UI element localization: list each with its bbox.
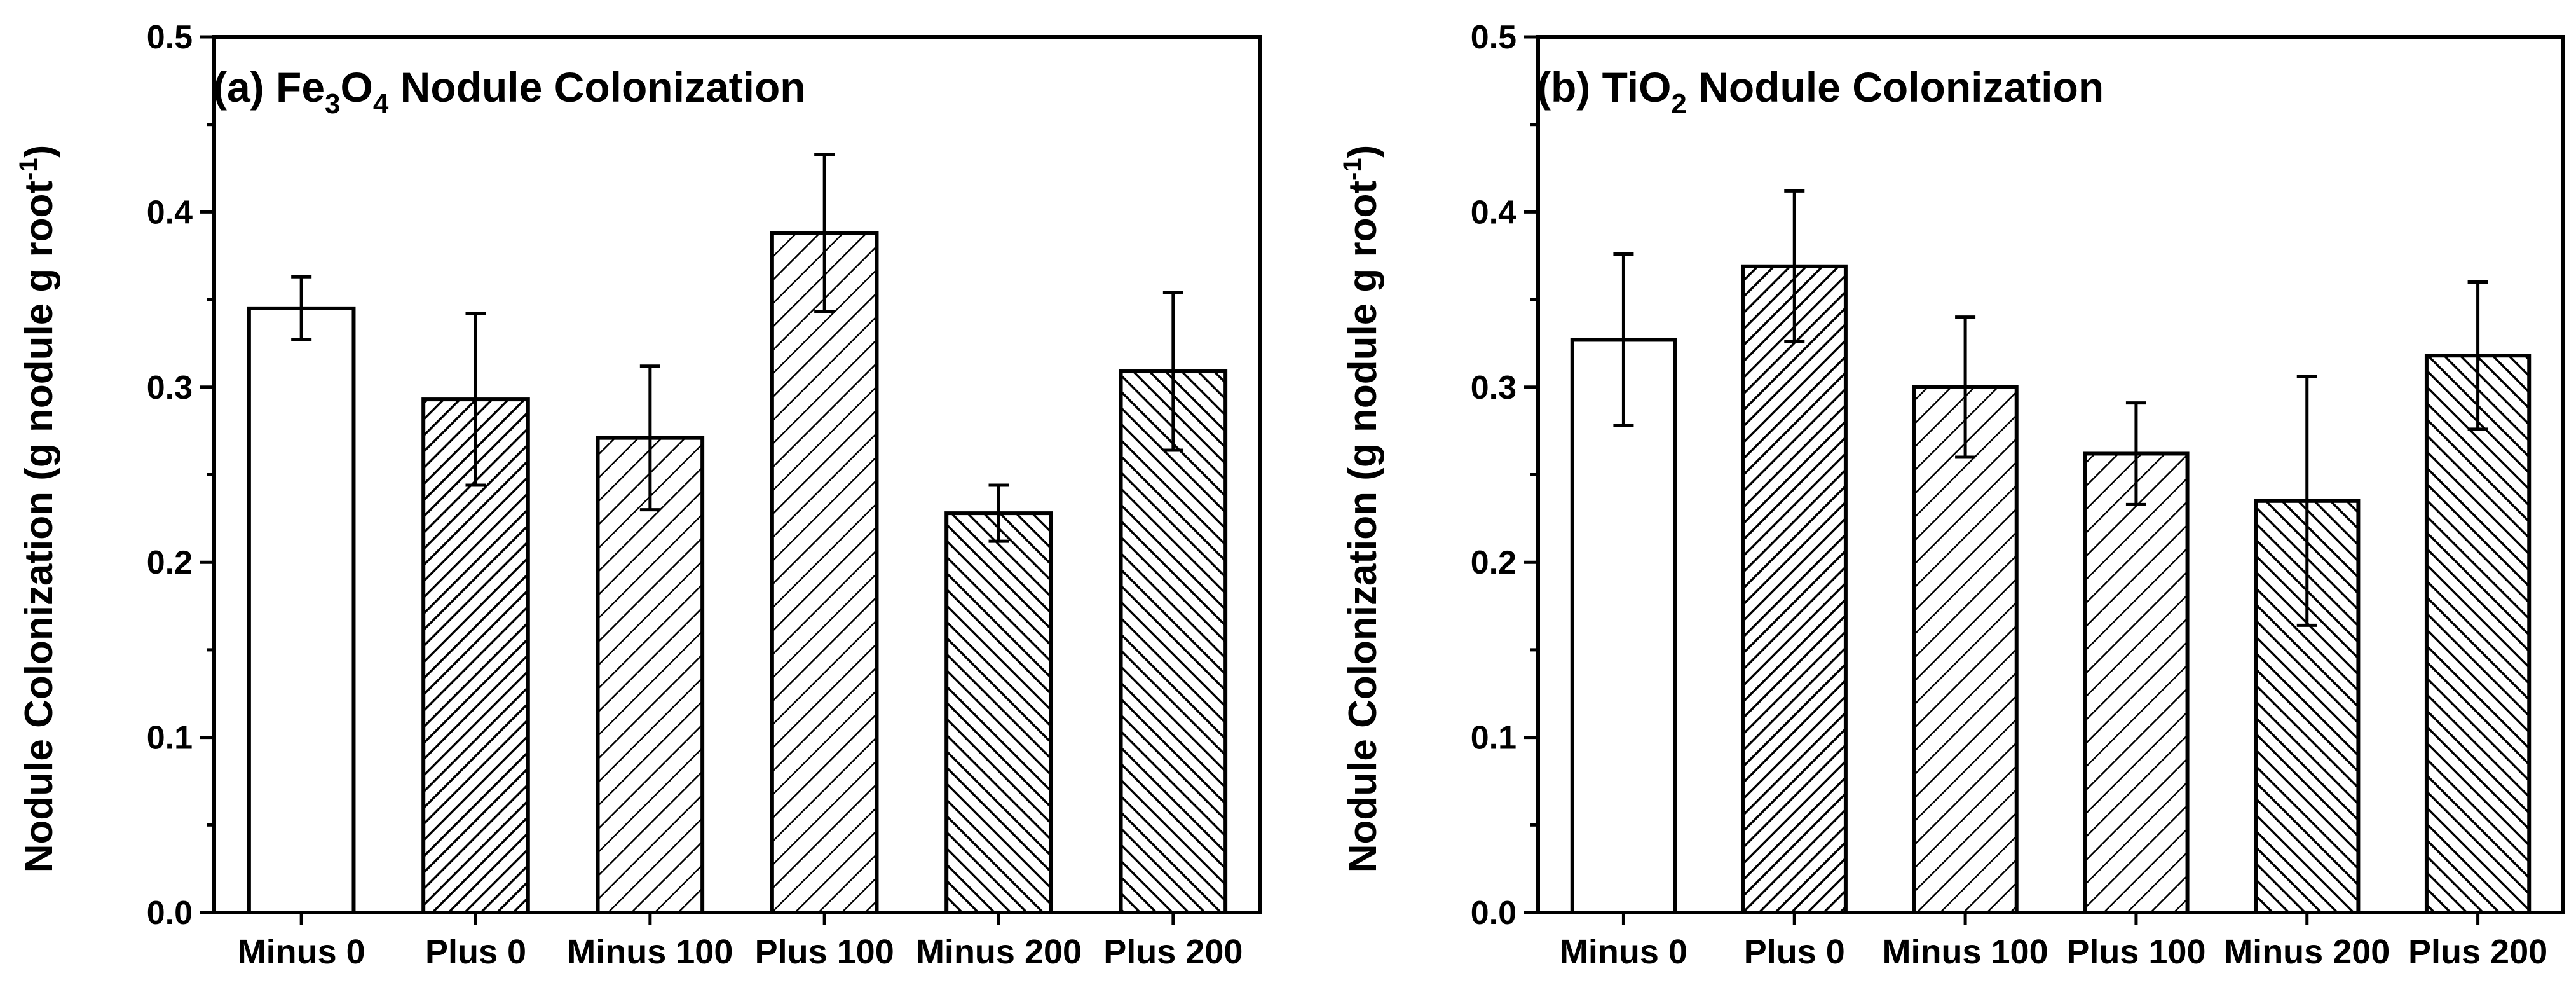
plot-marks: 0.0 0.1 0.2 0.3 0.4 0.5 Minus 0 Plus 0 Minus 100… <box>1471 19 2565 971</box>
y-tick-label: 0.0 <box>1471 895 1516 932</box>
x-tick-label: Minus 200 <box>916 933 1082 971</box>
chart-title: (a) Fe3O4 Nodule Colonization <box>213 64 806 120</box>
plot-frame <box>212 35 1262 914</box>
y-axis-label: Nodule Colonization (g nodule g root-1) <box>15 145 61 873</box>
y-tick-label: 0.0 <box>147 895 193 932</box>
x-tick-label: Plus 0 <box>1744 933 1845 971</box>
bar <box>2083 451 2190 914</box>
x-tick-label: Plus 200 <box>2408 933 2547 971</box>
bar <box>1119 369 1228 914</box>
y-tick-label: 0.5 <box>1471 19 1516 56</box>
bar <box>770 231 879 914</box>
y-tick-label: 0.1 <box>1471 720 1516 757</box>
plot-marks: 0.0 0.1 0.2 0.3 0.4 0.5 Minus 0 Plus 0 Minus 100… <box>147 19 1262 971</box>
x-tick-label: Plus 0 <box>425 933 526 971</box>
bar <box>1570 338 1677 914</box>
x-tick-label: Minus 100 <box>567 933 733 971</box>
bar <box>1912 385 2019 914</box>
y-tick-label: 0.5 <box>147 19 193 56</box>
x-tick-label: Minus 200 <box>2224 933 2390 971</box>
y-tick-label: 0.2 <box>147 544 193 581</box>
y-tick-label: 0.2 <box>1471 544 1516 581</box>
x-tick-label: Plus 100 <box>755 933 894 971</box>
plot-frame <box>1536 35 2565 914</box>
chart-title: (b) TiO2 Nodule Colonization <box>1537 64 2104 120</box>
y-axis-label: Nodule Colonization (g nodule g root-1) <box>1339 145 1385 873</box>
bar <box>2424 354 2532 914</box>
bar <box>1741 264 1848 914</box>
y-tick-label: 0.4 <box>147 194 193 231</box>
y-tick-label: 0.4 <box>1471 194 1516 231</box>
bar <box>596 436 705 914</box>
panel-b: Nodule Colonization (g nodule g root-1) … <box>1339 19 2565 971</box>
y-tick-label: 0.3 <box>147 369 193 406</box>
x-tick-label: Minus 100 <box>1883 933 2048 971</box>
x-tick-label: Plus 100 <box>2066 933 2205 971</box>
y-tick-label: 0.1 <box>147 720 193 757</box>
x-tick-label: Minus 0 <box>238 933 365 971</box>
panel-a: Nodule Colonization (g nodule g root-1) … <box>15 19 1262 971</box>
x-tick-label: Plus 200 <box>1103 933 1243 971</box>
y-tick-label: 0.3 <box>1471 369 1516 406</box>
bar <box>944 511 1053 914</box>
bar <box>247 306 356 914</box>
x-tick-label: Minus 0 <box>1560 933 1687 971</box>
